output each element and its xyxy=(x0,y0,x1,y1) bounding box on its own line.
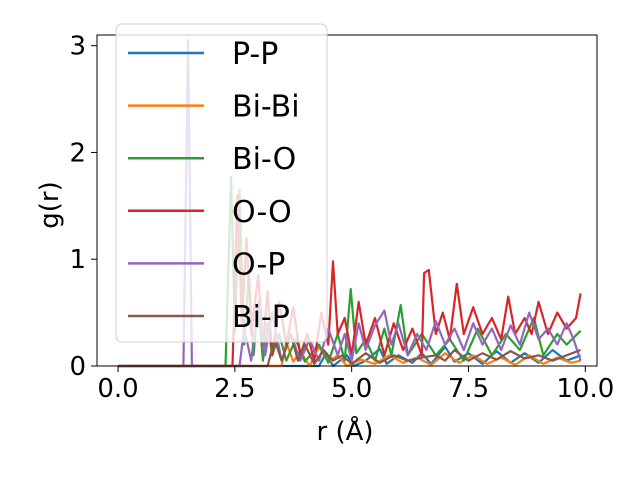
legend-label-bi-p: Bi-P xyxy=(232,300,290,335)
y-tick-label: 2 xyxy=(69,138,86,168)
x-tick-label: 5.0 xyxy=(331,374,372,404)
axes xyxy=(96,34,598,367)
x-tick-label: 2.5 xyxy=(214,374,255,404)
y-axis-label: g(r) xyxy=(35,181,65,228)
series-line-bi-p xyxy=(118,332,581,368)
legend-label-o-p: O-P xyxy=(232,247,285,282)
plot-frame xyxy=(96,34,598,367)
legend-label-bi-bi: Bi-Bi xyxy=(232,90,300,125)
y-tick-label: 0 xyxy=(69,352,86,382)
y-tick-label: 3 xyxy=(69,32,86,62)
x-tick-label: 0.0 xyxy=(97,374,138,404)
y-tick-label: 1 xyxy=(69,245,86,275)
legend-label-p-p: P-P xyxy=(232,37,278,72)
x-axis-label: r (Å) xyxy=(316,415,373,447)
legend-label-bi-o: Bi-O xyxy=(232,142,296,177)
x-tick-label: 10.0 xyxy=(556,374,614,404)
legend: P-P Bi-Bi Bi-O O-O O-P Bi-P xyxy=(115,23,328,343)
x-tick-label: 7.5 xyxy=(448,374,489,404)
ticks: 0.0 2.5 5.0 7.5 10.0 0 1 2 3 xyxy=(69,32,614,404)
legend-box xyxy=(115,23,328,343)
legend-label-o-o: O-O xyxy=(232,195,292,230)
